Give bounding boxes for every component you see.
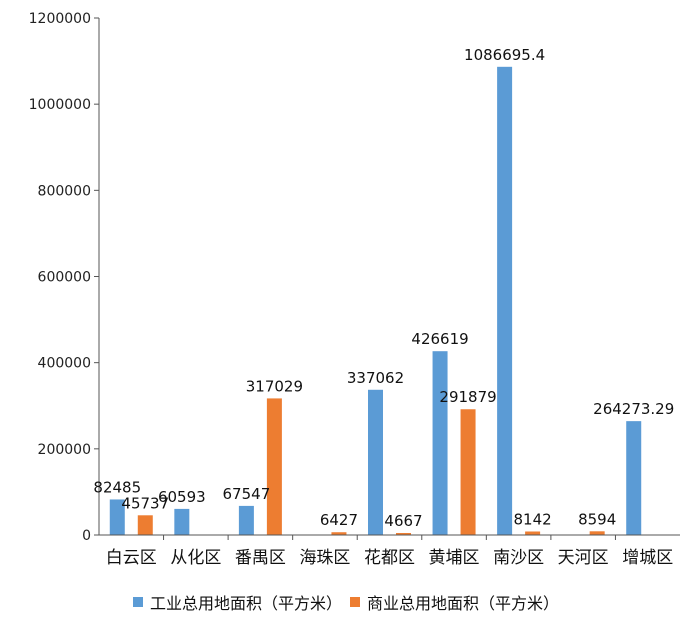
bar: [396, 532, 411, 535]
legend-swatch-industrial: [133, 597, 143, 607]
data-label: 264273.29: [593, 400, 674, 418]
legend: 工业总用地面积（平方米） 商业总用地面积（平方米）: [133, 594, 559, 613]
data-label: 426619: [411, 330, 468, 348]
y-tick-label: 0: [82, 528, 91, 544]
bar: [238, 505, 254, 535]
data-label: 8594: [578, 510, 616, 528]
bar: [497, 66, 513, 535]
y-tick-label: 800000: [38, 183, 91, 199]
bar: [368, 389, 383, 535]
x-tick-label: 花都区: [364, 548, 415, 568]
bar: [331, 532, 347, 535]
legend-label-industrial: 工业总用地面积（平方米）: [150, 594, 342, 613]
bar: [174, 508, 190, 535]
x-tick-label: 南沙区: [493, 548, 544, 568]
data-label: 45737: [121, 494, 169, 512]
x-axis: 白云区 从化区 番禺区 海珠区 花都区 黄埔区 南沙区 天河区 增城区: [99, 534, 680, 568]
data-label: 4667: [384, 512, 422, 530]
x-tick-label: 增城区: [622, 548, 673, 568]
x-tick-label: 海珠区: [299, 548, 350, 568]
data-label: 291879: [439, 388, 496, 406]
x-tick-label: 从化区: [170, 548, 221, 568]
data-label: 82485: [93, 478, 141, 496]
y-axis: 0 200000 400000 600000 800000 1000000 1200000: [29, 11, 100, 544]
bar: [109, 499, 125, 535]
data-label: 8142: [514, 510, 552, 528]
y-tick-label: 1200000: [29, 11, 91, 27]
bars: [109, 66, 642, 535]
legend-swatch-commercial: [350, 597, 360, 607]
x-tick-label: 天河区: [558, 548, 609, 568]
y-tick-label: 400000: [38, 356, 91, 372]
data-label: 6427: [320, 511, 358, 529]
data-label: 67547: [223, 485, 271, 503]
x-tick-label: 番禺区: [235, 548, 286, 568]
y-tick-label: 600000: [38, 270, 91, 286]
bar: [626, 421, 642, 535]
data-label: 1086695.4: [464, 46, 545, 64]
bar: [266, 398, 282, 535]
data-label: 337062: [347, 369, 404, 387]
data-label: 60593: [158, 488, 206, 506]
bar: [137, 515, 153, 535]
bar: [525, 531, 541, 535]
data-labels: 82485 60593 67547 337062 426619 1086695.4 2642…: [93, 46, 674, 530]
x-tick-label: 黄埔区: [429, 548, 480, 568]
y-tick-label: 200000: [38, 442, 91, 458]
data-label: 317029: [246, 377, 303, 395]
x-tick-label: 白云区: [106, 548, 157, 568]
legend-label-commercial: 商业总用地面积（平方米）: [367, 594, 559, 613]
bar: [432, 351, 448, 535]
y-tick-label: 1000000: [29, 97, 91, 113]
bar: [460, 409, 476, 535]
bar: [589, 531, 605, 535]
